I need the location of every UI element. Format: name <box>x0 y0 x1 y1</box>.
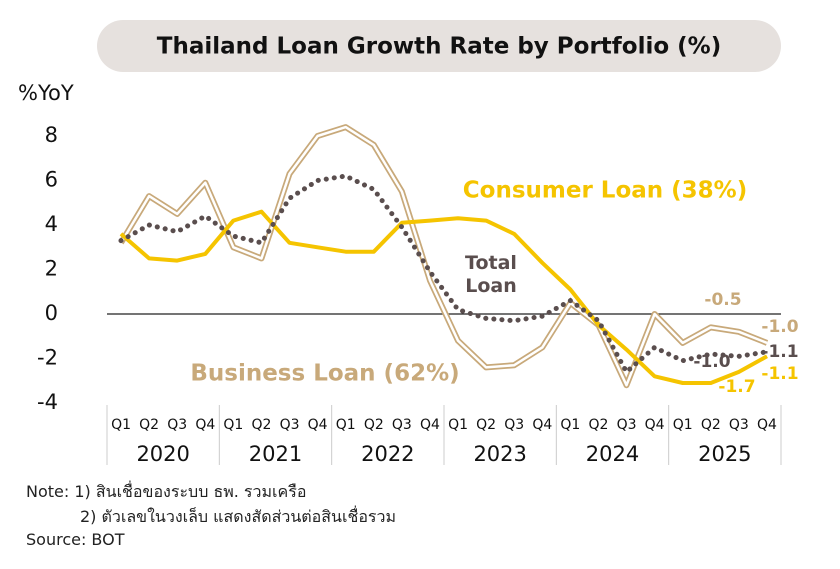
series-label: Business Loan (62%) <box>190 361 459 387</box>
annotation: -0.5 <box>704 290 741 310</box>
y-tick-label: 0 <box>45 301 58 325</box>
x-tick-label: Q1 <box>111 417 131 433</box>
annotation: -1.0 <box>761 317 798 337</box>
chart-title: Thailand Loan Growth Rate by Portfolio (… <box>157 34 721 60</box>
x-tick-label: Q2 <box>139 417 159 433</box>
x-tick-label: Q1 <box>223 417 243 433</box>
x-group-label: 2025 <box>698 442 751 466</box>
x-tick-label: Q2 <box>701 417 721 433</box>
x-group-label: 2023 <box>473 442 526 466</box>
x-tick-label: Q3 <box>167 417 187 433</box>
title-bg <box>97 20 781 72</box>
x-tick-label: Q3 <box>617 417 637 433</box>
x-tick-label: Q3 <box>729 417 749 433</box>
x-group-label: 2020 <box>136 442 189 466</box>
series-line <box>118 173 770 376</box>
y-axis-label: %YoY <box>18 81 74 105</box>
x-tick-label: Q4 <box>532 417 552 433</box>
annotation: -1.7 <box>718 377 755 397</box>
x-tick-label: Q4 <box>757 417 777 433</box>
x-tick-label: Q2 <box>588 417 608 433</box>
x-tick-label: Q1 <box>336 417 356 433</box>
x-tick-label: Q4 <box>195 417 215 433</box>
annotation: -1.1 <box>761 364 798 384</box>
x-tick-label: Q2 <box>364 417 384 433</box>
x-tick-label: Q1 <box>673 417 693 433</box>
series-line <box>119 209 768 385</box>
x-group-label: 2022 <box>361 442 414 466</box>
annotation: -1.1 <box>761 342 798 362</box>
x-group-label: 2024 <box>586 442 639 466</box>
x-tick-label: Q3 <box>504 417 524 433</box>
series-line <box>118 124 769 389</box>
x-tick-label: Q4 <box>420 417 440 433</box>
y-tick-label: 8 <box>45 123 58 147</box>
x-tick-label: Q4 <box>308 417 328 433</box>
x-tick-label: Q1 <box>560 417 580 433</box>
source: Source: BOT <box>26 530 125 549</box>
y-tick-label: 6 <box>45 168 58 192</box>
x-tick-label: Q2 <box>476 417 496 433</box>
x-tick-label: Q3 <box>280 417 300 433</box>
y-tick-label: -2 <box>37 346 58 370</box>
x-tick-label: Q2 <box>251 417 271 433</box>
annotation: -1.0 <box>693 352 730 372</box>
x-group-label: 2021 <box>249 442 302 466</box>
series-label: Consumer Loan (38%) <box>463 178 747 204</box>
x-tick-label: Q3 <box>392 417 412 433</box>
series-line-inner <box>119 125 768 387</box>
series-label: Total Loan <box>465 252 517 297</box>
note: Note: 1) สินเชื่อของระบบ ธพ. รวมเครือ <box>26 482 307 501</box>
y-tick-label: 2 <box>45 257 58 281</box>
note: 2) ตัวเลขในวงเล็บ แสดงสัดส่วนต่อสินเชื่อ… <box>80 507 397 526</box>
x-tick-label: Q1 <box>448 417 468 433</box>
y-tick-label: 4 <box>45 212 58 236</box>
x-tick-label: Q4 <box>645 417 665 433</box>
y-tick-label: -4 <box>37 390 58 414</box>
